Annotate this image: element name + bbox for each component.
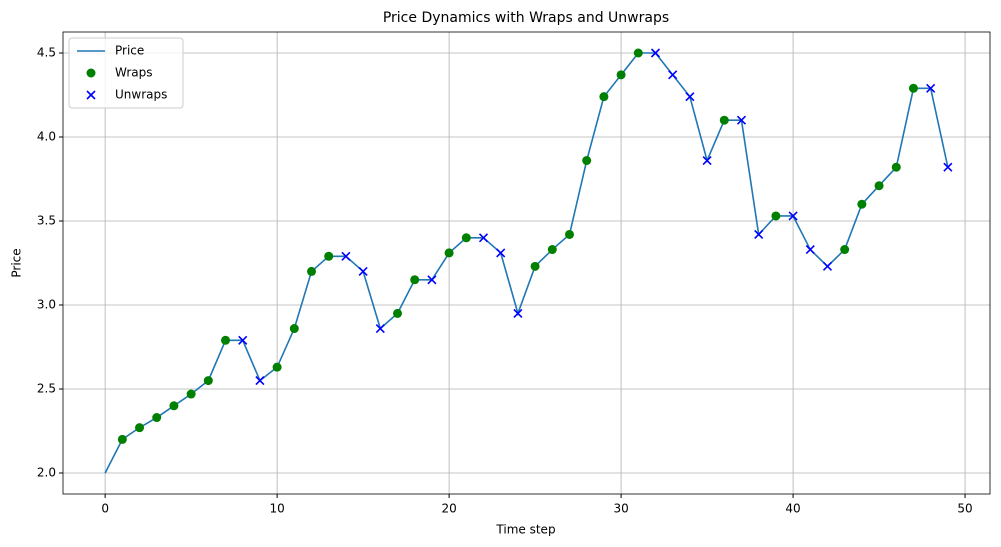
- scatter-point: [616, 70, 626, 80]
- scatter-point: [461, 233, 471, 243]
- scatter-point: [943, 162, 953, 172]
- scatter-point: [754, 229, 764, 240]
- legend-box: [68, 37, 184, 109]
- scatter-point: [685, 92, 695, 102]
- scatter-point: [135, 423, 145, 433]
- scatter-point: [117, 434, 127, 444]
- scatter-point: [564, 229, 574, 239]
- scatter-point: [410, 275, 420, 285]
- y-axis-label: Price: [10, 248, 24, 277]
- scatter-point: [874, 181, 884, 191]
- scatter-point: [289, 324, 299, 334]
- scatter-point: [221, 335, 231, 345]
- scatter-point: [840, 245, 850, 255]
- scatter-point: [702, 155, 712, 166]
- scatter-point: [427, 275, 437, 285]
- scatter-point: [822, 261, 833, 271]
- scatter-point: [719, 115, 729, 125]
- y-tick-label: 4.0: [37, 130, 56, 144]
- scatter-point: [891, 162, 901, 172]
- scatter-point: [633, 48, 643, 58]
- legend-label: Wraps: [115, 66, 152, 80]
- scatter-point: [238, 335, 248, 345]
- x-tick-label: 20: [441, 502, 456, 516]
- scatter-point: [599, 92, 609, 102]
- scatter-point: [375, 323, 385, 334]
- scatter-point: [668, 70, 678, 80]
- scatter-point: [186, 389, 196, 399]
- y-tick-label: 3.5: [37, 214, 56, 228]
- scatter-point: [358, 266, 368, 276]
- scatter-point: [650, 48, 661, 58]
- x-tick-label: 10: [269, 502, 284, 516]
- chart-title: Price Dynamics with Wraps and Unwraps: [383, 10, 669, 26]
- scatter-point: [272, 362, 282, 372]
- scatter-point: [152, 413, 162, 423]
- scatter-point: [203, 376, 213, 386]
- x-tick-label: 50: [957, 502, 972, 516]
- scatter-point: [496, 248, 506, 258]
- scatter-point: [169, 401, 179, 411]
- scatter-point: [444, 248, 454, 258]
- y-tick-label: 4.5: [37, 46, 56, 60]
- scatter-point: [908, 83, 918, 93]
- scatter-point: [307, 266, 317, 276]
- scatter-point: [582, 156, 592, 166]
- scatter-point: [805, 244, 815, 255]
- legend-label: Price: [115, 44, 144, 58]
- scatter-point: [393, 308, 403, 318]
- scatter-point: [513, 308, 523, 318]
- y-tick-label: 2.0: [37, 466, 56, 480]
- scatter-point: [788, 211, 798, 221]
- x-axis-label: Time step: [495, 523, 555, 537]
- x-tick-label: 30: [613, 502, 628, 516]
- scatter-point: [530, 261, 540, 271]
- scatter-point: [255, 376, 265, 386]
- scatter-point: [478, 233, 489, 243]
- x-tick-label: 40: [785, 502, 800, 516]
- scatter-point: [736, 115, 747, 125]
- scatter-point: [547, 245, 557, 255]
- y-tick-label: 3.0: [37, 298, 56, 312]
- scatter-point: [341, 251, 351, 261]
- x-tick-label: 0: [101, 502, 109, 516]
- legend-marker: [86, 68, 96, 78]
- legend-label: Unwraps: [115, 88, 167, 102]
- scatter-point: [771, 211, 781, 221]
- legend-marker: [86, 90, 96, 100]
- plot-frame: [62, 31, 991, 495]
- price-line: [104, 52, 949, 474]
- scatter-point: [926, 83, 936, 93]
- scatter-point: [324, 251, 334, 261]
- y-tick-label: 2.5: [37, 382, 56, 396]
- scatter-point: [857, 199, 867, 209]
